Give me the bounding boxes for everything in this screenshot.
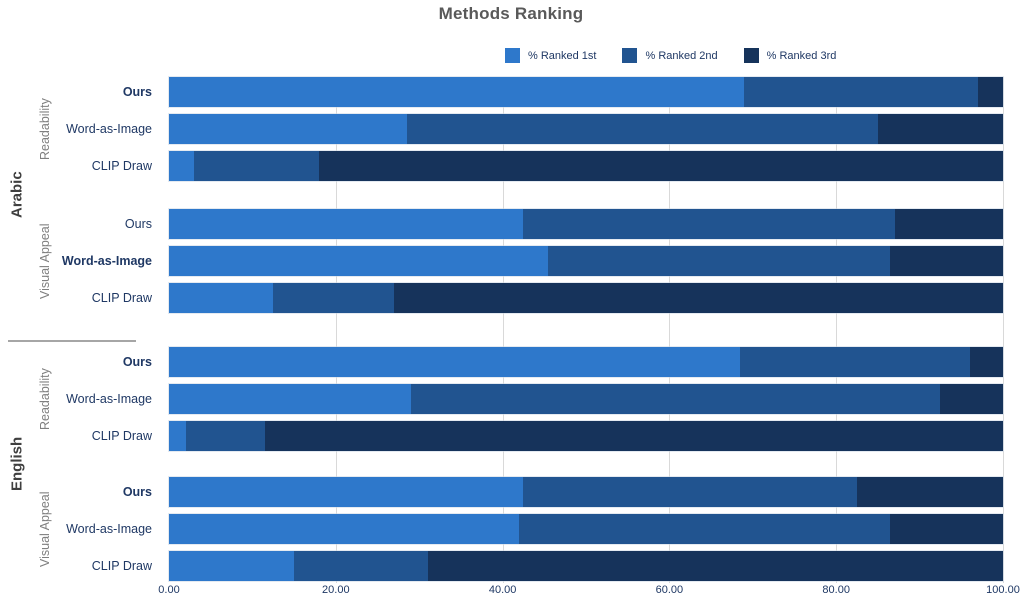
bar-segment-rank1 — [169, 209, 524, 239]
method-label: Ours — [122, 485, 152, 499]
bar-segment-rank1 — [169, 246, 549, 276]
bar-segment-rank2 — [294, 551, 428, 581]
x-axis-tick-label: 0.00 — [158, 584, 180, 596]
bar-segment-rank3 — [427, 551, 1003, 581]
bar-segment-rank1 — [169, 421, 186, 451]
x-axis-tick-label: 100.00 — [986, 584, 1020, 596]
bar-row — [168, 550, 1004, 582]
bar-segment-rank3 — [977, 77, 1003, 107]
method-label: Word-as-Image — [66, 122, 152, 136]
legend-swatch-rank1-icon — [505, 48, 520, 63]
method-label: Ours — [122, 85, 152, 99]
bar-segment-rank3 — [890, 514, 1003, 544]
legend-item: % Ranked 3rd — [743, 48, 837, 63]
bar-segment-rank1 — [169, 114, 407, 144]
method-label: Word-as-Image — [66, 522, 152, 536]
legend-item: % Ranked 2nd — [622, 48, 718, 63]
legend-label: % Ranked 1st — [528, 49, 597, 62]
bar-row — [168, 245, 1004, 277]
legend-swatch-rank3-icon — [743, 48, 759, 63]
bar-segment-rank1 — [169, 551, 295, 581]
chart-title: Methods Ranking — [438, 4, 584, 23]
bar-segment-rank3 — [969, 347, 1003, 377]
method-label: Ours — [122, 355, 152, 369]
bar-segment-rank2 — [185, 421, 265, 451]
bar-segment-rank2 — [194, 151, 320, 181]
bar-segment-rank2 — [406, 114, 878, 144]
bar-segment-rank2 — [410, 384, 941, 414]
legend-swatch-rank2-icon — [622, 48, 638, 63]
bar-segment-rank1 — [169, 283, 274, 313]
group-arabic-visual-appeal: Visual Appeal Ours Word-as-Image CLIP Draw — [0, 208, 1022, 314]
bar-segment-rank3 — [877, 114, 1003, 144]
method-label: CLIP Draw — [91, 159, 152, 173]
bar-segment-rank3 — [319, 151, 1003, 181]
legend: % Ranked 1st % Ranked 2nd % Ranked 3rd — [505, 48, 836, 63]
group-arabic-readability: Readability Ours Word-as-Image CLIP Draw — [0, 76, 1022, 182]
group-english-readability: Readability Ours Word-as-Image CLIP Draw — [0, 346, 1022, 452]
method-label: Word-as-Image — [61, 254, 152, 268]
gridline — [502, 77, 504, 583]
bar-segment-rank2 — [744, 77, 978, 107]
bar-segment-rank2 — [523, 477, 858, 507]
bar-segment-rank3 — [890, 246, 1003, 276]
bar-segment-rank2 — [740, 347, 970, 377]
x-axis-tick-label: 80.00 — [822, 584, 850, 596]
bar-segment-rank2 — [519, 514, 891, 544]
bar-row — [168, 208, 1004, 240]
bar-row — [168, 420, 1004, 452]
bar-row — [168, 282, 1004, 314]
bar-segment-rank1 — [169, 151, 195, 181]
method-label: CLIP Draw — [91, 291, 152, 305]
bar-segment-rank1 — [169, 347, 741, 377]
bar-segment-rank1 — [169, 77, 745, 107]
method-label: CLIP Draw — [91, 559, 152, 573]
bar-segment-rank3 — [894, 209, 1003, 239]
bar-row — [168, 150, 1004, 182]
bar-segment-rank1 — [169, 384, 411, 414]
bar-row — [168, 76, 1004, 108]
group-english-visual-appeal: Visual Appeal Ours Word-as-Image CLIP Draw — [0, 476, 1022, 582]
gridline — [1003, 77, 1004, 583]
bar-segment-rank3 — [857, 477, 1003, 507]
bar-row — [168, 113, 1004, 145]
bar-segment-rank1 — [169, 477, 524, 507]
bar-row — [168, 383, 1004, 415]
gridline — [669, 77, 671, 583]
bar-segment-rank3 — [940, 384, 1003, 414]
legend-label: % Ranked 3rd — [766, 49, 837, 62]
legend-item: % Ranked 1st — [505, 48, 596, 63]
x-axis-tick-label: 20.00 — [322, 584, 350, 596]
method-label: Ours — [124, 217, 152, 231]
bar-segment-rank3 — [394, 283, 1003, 313]
bar-row — [168, 513, 1004, 545]
gridline — [836, 77, 838, 583]
bar-row — [168, 476, 1004, 508]
legend-label: % Ranked 2nd — [645, 49, 718, 62]
method-label: Word-as-Image — [66, 392, 152, 406]
x-axis-tick-label: 60.00 — [655, 584, 684, 596]
gridline — [335, 77, 337, 583]
method-label: CLIP Draw — [91, 429, 152, 443]
bar-segment-rank2 — [523, 209, 895, 239]
bar-segment-rank2 — [548, 246, 891, 276]
bar-row — [168, 346, 1004, 378]
bar-segment-rank2 — [273, 283, 395, 313]
bar-segment-rank1 — [169, 514, 520, 544]
x-axis-tick-label: 40.00 — [488, 584, 517, 596]
bar-segment-rank3 — [264, 421, 1003, 451]
language-divider — [8, 340, 136, 342]
